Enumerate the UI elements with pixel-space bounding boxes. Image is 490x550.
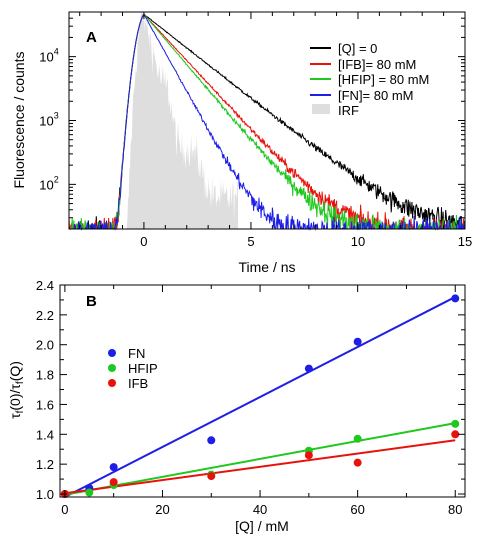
data-point	[451, 419, 460, 428]
legend-label: HFIP	[128, 361, 158, 376]
panel-b-y-axis-label: τf(0)/τf(Q)	[7, 361, 26, 419]
data-point	[207, 472, 216, 481]
data-point	[304, 451, 313, 460]
legend-label: [Q] = 0	[338, 41, 377, 56]
x-tick-label: 40	[253, 502, 267, 517]
data-point	[109, 463, 118, 472]
data-points	[60, 294, 460, 499]
legend-label: [FN]= 80 mM	[338, 88, 414, 103]
panel-b-x-axis: 0 20 40 60 80	[61, 285, 462, 517]
panel-a-fluorescence-decay: A 0 5 10 15 102 103 104 Time / ns Fluorescenc…	[11, 11, 472, 275]
y-tick-label: 1.8	[36, 368, 54, 383]
decay-curves	[68, 13, 465, 231]
y-tick-label: 1.0	[36, 487, 54, 502]
panel-a-y-axis: 102 103 104	[39, 11, 465, 230]
legend-label: IRF	[338, 103, 359, 118]
panel-a-y-axis-label: Fluorescence / counts	[11, 52, 27, 189]
fit-line	[64, 439, 456, 495]
legend-label: [IFB]= 80 mM	[338, 57, 416, 72]
y-tick-label: 2.4	[36, 278, 54, 293]
data-point	[451, 294, 460, 303]
data-point	[85, 488, 94, 497]
legend-swatch-irf	[312, 104, 330, 114]
x-tick-label: 0	[61, 502, 68, 517]
data-point	[207, 436, 216, 445]
x-tick-label: 0	[140, 234, 147, 249]
data-point	[353, 458, 362, 467]
data-point	[109, 478, 118, 487]
data-point	[304, 364, 313, 373]
data-point	[353, 337, 362, 346]
panel-b-plot-frame	[59, 284, 466, 498]
legend-label: FN	[128, 346, 145, 361]
fit-lines	[64, 296, 456, 498]
legend-marker	[108, 379, 116, 387]
legend-marker	[108, 349, 116, 357]
legend-label: [HFIP] = 80 mM	[338, 72, 429, 87]
decay-curve	[68, 13, 465, 231]
x-tick-label: 80	[448, 502, 462, 517]
y-tick-label: 103	[39, 111, 58, 129]
legend-marker	[108, 364, 116, 372]
panel-a-legend: [Q] = 0[IFB]= 80 mM[HFIP] = 80 mM[FN]= 8…	[310, 41, 429, 118]
fit-line	[64, 422, 456, 496]
y-tick-label: 2.0	[36, 338, 54, 353]
x-tick-label: 60	[350, 502, 364, 517]
y-tick-label: 2.2	[36, 308, 54, 323]
panel-a-label: A	[86, 29, 97, 46]
panel-b-x-axis-label: [Q] / mM	[235, 518, 289, 534]
decay-curve	[69, 13, 465, 231]
x-tick-label: 20	[155, 502, 169, 517]
irf-fill	[126, 13, 239, 229]
y-tick-label: 1.2	[36, 457, 54, 472]
x-tick-label: 10	[351, 234, 365, 249]
x-tick-label: 15	[458, 234, 472, 249]
fit-line	[64, 296, 456, 498]
data-point	[451, 430, 460, 439]
irf-area	[126, 13, 239, 229]
decay-curve	[69, 13, 465, 231]
x-tick-label: 5	[247, 234, 254, 249]
y-tick-label: 1.6	[36, 397, 54, 412]
legend-label: IFB	[128, 376, 148, 391]
panel-b-y-axis: 1.0 1.2 1.4 1.6 1.8 2.0 2.2 2.4	[36, 278, 465, 502]
data-point	[353, 434, 362, 443]
decay-curve	[68, 13, 465, 231]
y-tick-label: 1.4	[36, 427, 54, 442]
y-tick-label: 102	[39, 174, 58, 192]
y-tick-label: 104	[39, 47, 58, 65]
panel-a-plot-frame	[68, 11, 466, 230]
panel-b-label: B	[86, 293, 97, 310]
panel-a-x-axis-label: Time / ns	[238, 259, 295, 275]
panel-b-stern-volmer: B 0 20 40 60 80 1.0 1.2 1.4 1.6 1.8 2.0 2.2 2.4 [Q]…	[7, 278, 466, 534]
